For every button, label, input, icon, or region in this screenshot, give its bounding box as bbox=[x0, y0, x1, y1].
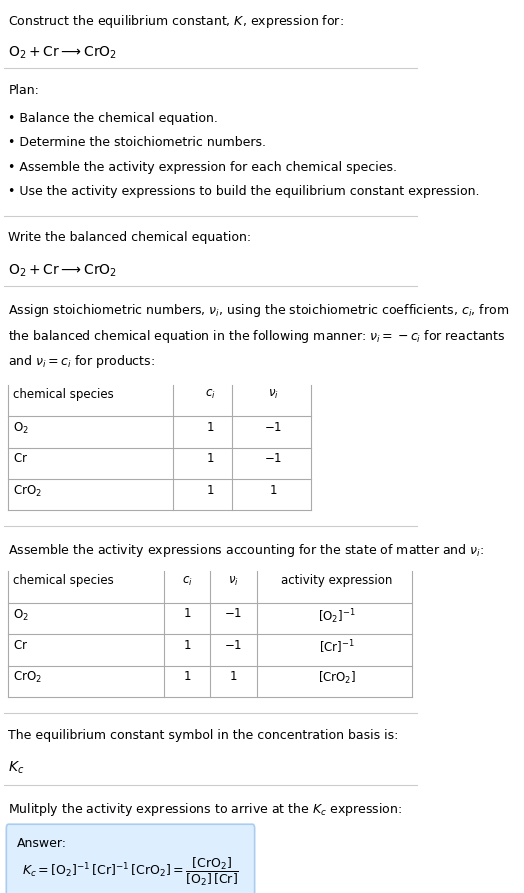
Text: $-1$: $-1$ bbox=[224, 638, 243, 652]
FancyBboxPatch shape bbox=[6, 824, 255, 893]
Text: The equilibrium constant symbol in the concentration basis is:: The equilibrium constant symbol in the c… bbox=[8, 729, 399, 741]
Text: $K_c = [\mathrm{O_2}]^{-1}\,[\mathrm{Cr}]^{-1}\,[\mathrm{CrO_2}] = \dfrac{[\math: $K_c = [\mathrm{O_2}]^{-1}\,[\mathrm{Cr}… bbox=[22, 855, 239, 888]
Text: $\mathrm{CrO_2}$: $\mathrm{CrO_2}$ bbox=[13, 671, 41, 686]
Text: $[\mathrm{O_2}]^{-1}$: $[\mathrm{O_2}]^{-1}$ bbox=[318, 607, 356, 626]
Text: $[\mathrm{Cr}]^{-1}$: $[\mathrm{Cr}]^{-1}$ bbox=[319, 638, 355, 656]
Text: $c_i$: $c_i$ bbox=[182, 574, 193, 588]
Text: Plan:: Plan: bbox=[8, 84, 39, 97]
Text: $c_i$: $c_i$ bbox=[205, 388, 216, 401]
Text: chemical species: chemical species bbox=[13, 574, 113, 588]
Text: $\mathrm{O_2}$: $\mathrm{O_2}$ bbox=[13, 421, 28, 436]
Text: $-1$: $-1$ bbox=[224, 607, 243, 621]
Text: $[\mathrm{CrO_2}]$: $[\mathrm{CrO_2}]$ bbox=[318, 671, 356, 687]
Text: $\nu_i$: $\nu_i$ bbox=[268, 388, 279, 401]
Text: $-1$: $-1$ bbox=[265, 452, 283, 465]
Text: • Assemble the activity expression for each chemical species.: • Assemble the activity expression for e… bbox=[8, 161, 397, 174]
Text: $\nu_i$: $\nu_i$ bbox=[228, 574, 239, 588]
Text: $\mathrm{O_2 + Cr \longrightarrow CrO_2}$: $\mathrm{O_2 + Cr \longrightarrow CrO_2}… bbox=[8, 45, 117, 62]
Text: 1: 1 bbox=[183, 607, 191, 621]
Text: 1: 1 bbox=[206, 452, 214, 465]
Text: $K_c$: $K_c$ bbox=[8, 760, 25, 776]
Text: Mulitply the activity expressions to arrive at the $K_c$ expression:: Mulitply the activity expressions to arr… bbox=[8, 801, 403, 818]
Text: • Balance the chemical equation.: • Balance the chemical equation. bbox=[8, 112, 219, 125]
Text: chemical species: chemical species bbox=[13, 388, 113, 401]
Text: and $\nu_i = c_i$ for products:: and $\nu_i = c_i$ for products: bbox=[8, 354, 156, 371]
Text: Write the balanced chemical equation:: Write the balanced chemical equation: bbox=[8, 231, 252, 245]
Text: 1: 1 bbox=[206, 421, 214, 434]
Text: • Determine the stoichiometric numbers.: • Determine the stoichiometric numbers. bbox=[8, 136, 266, 149]
Text: 1: 1 bbox=[183, 638, 191, 652]
Text: $\mathrm{Cr}$: $\mathrm{Cr}$ bbox=[13, 638, 28, 652]
Text: $\mathrm{CrO_2}$: $\mathrm{CrO_2}$ bbox=[13, 484, 41, 499]
Text: 1: 1 bbox=[183, 671, 191, 683]
Text: $-1$: $-1$ bbox=[265, 421, 283, 434]
Text: 1: 1 bbox=[270, 484, 277, 497]
Text: $\mathrm{Cr}$: $\mathrm{Cr}$ bbox=[13, 452, 28, 465]
Text: activity expression: activity expression bbox=[281, 574, 392, 588]
Text: Construct the equilibrium constant, $K$, expression for:: Construct the equilibrium constant, $K$,… bbox=[8, 13, 344, 30]
Text: • Use the activity expressions to build the equilibrium constant expression.: • Use the activity expressions to build … bbox=[8, 185, 480, 198]
Text: the balanced chemical equation in the following manner: $\nu_i = -c_i$ for react: the balanced chemical equation in the fo… bbox=[8, 328, 506, 345]
Text: 1: 1 bbox=[230, 671, 237, 683]
Text: Answer:: Answer: bbox=[17, 837, 67, 849]
Text: Assemble the activity expressions accounting for the state of matter and $\nu_i$: Assemble the activity expressions accoun… bbox=[8, 542, 485, 559]
Text: Assign stoichiometric numbers, $\nu_i$, using the stoichiometric coefficients, $: Assign stoichiometric numbers, $\nu_i$, … bbox=[8, 302, 509, 319]
Text: $\mathrm{O_2 + Cr \longrightarrow CrO_2}$: $\mathrm{O_2 + Cr \longrightarrow CrO_2}… bbox=[8, 263, 117, 280]
Text: $\mathrm{O_2}$: $\mathrm{O_2}$ bbox=[13, 607, 28, 622]
Text: 1: 1 bbox=[206, 484, 214, 497]
